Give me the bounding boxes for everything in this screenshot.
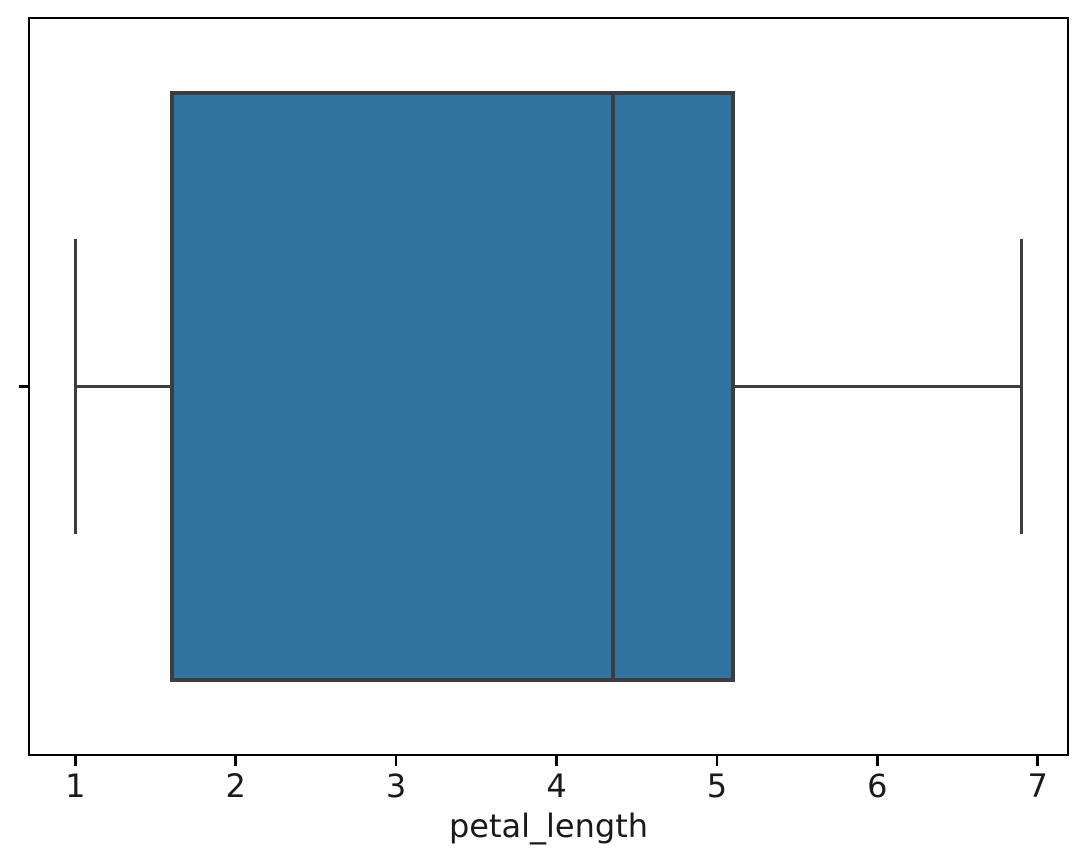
x-tick-mark: [715, 756, 719, 766]
x-tick-label: 2: [225, 767, 246, 805]
x-tick-label: 7: [1027, 767, 1048, 805]
x-tick-label: 1: [65, 767, 86, 805]
x-tick-mark: [74, 756, 77, 766]
box: [169, 90, 735, 683]
x-tick-mark: [234, 756, 237, 766]
whisker-line-right: [732, 384, 1022, 389]
y-tick-mark: [18, 385, 28, 388]
x-tick-label: 3: [385, 767, 407, 805]
x-axis-label: petal_length: [448, 807, 649, 845]
whisker-cap-left: [73, 238, 78, 535]
median-line: [610, 90, 615, 683]
x-tick-mark: [1036, 756, 1040, 766]
x-tick-label: 5: [706, 767, 728, 805]
whisker-cap-right: [1019, 238, 1024, 535]
x-tick-mark: [876, 756, 879, 766]
x-tick-mark: [394, 756, 398, 766]
whisker-line-left: [75, 384, 172, 389]
x-tick-label: 4: [546, 767, 567, 805]
x-tick-mark: [555, 756, 558, 766]
x-tick-label: 6: [867, 767, 888, 805]
